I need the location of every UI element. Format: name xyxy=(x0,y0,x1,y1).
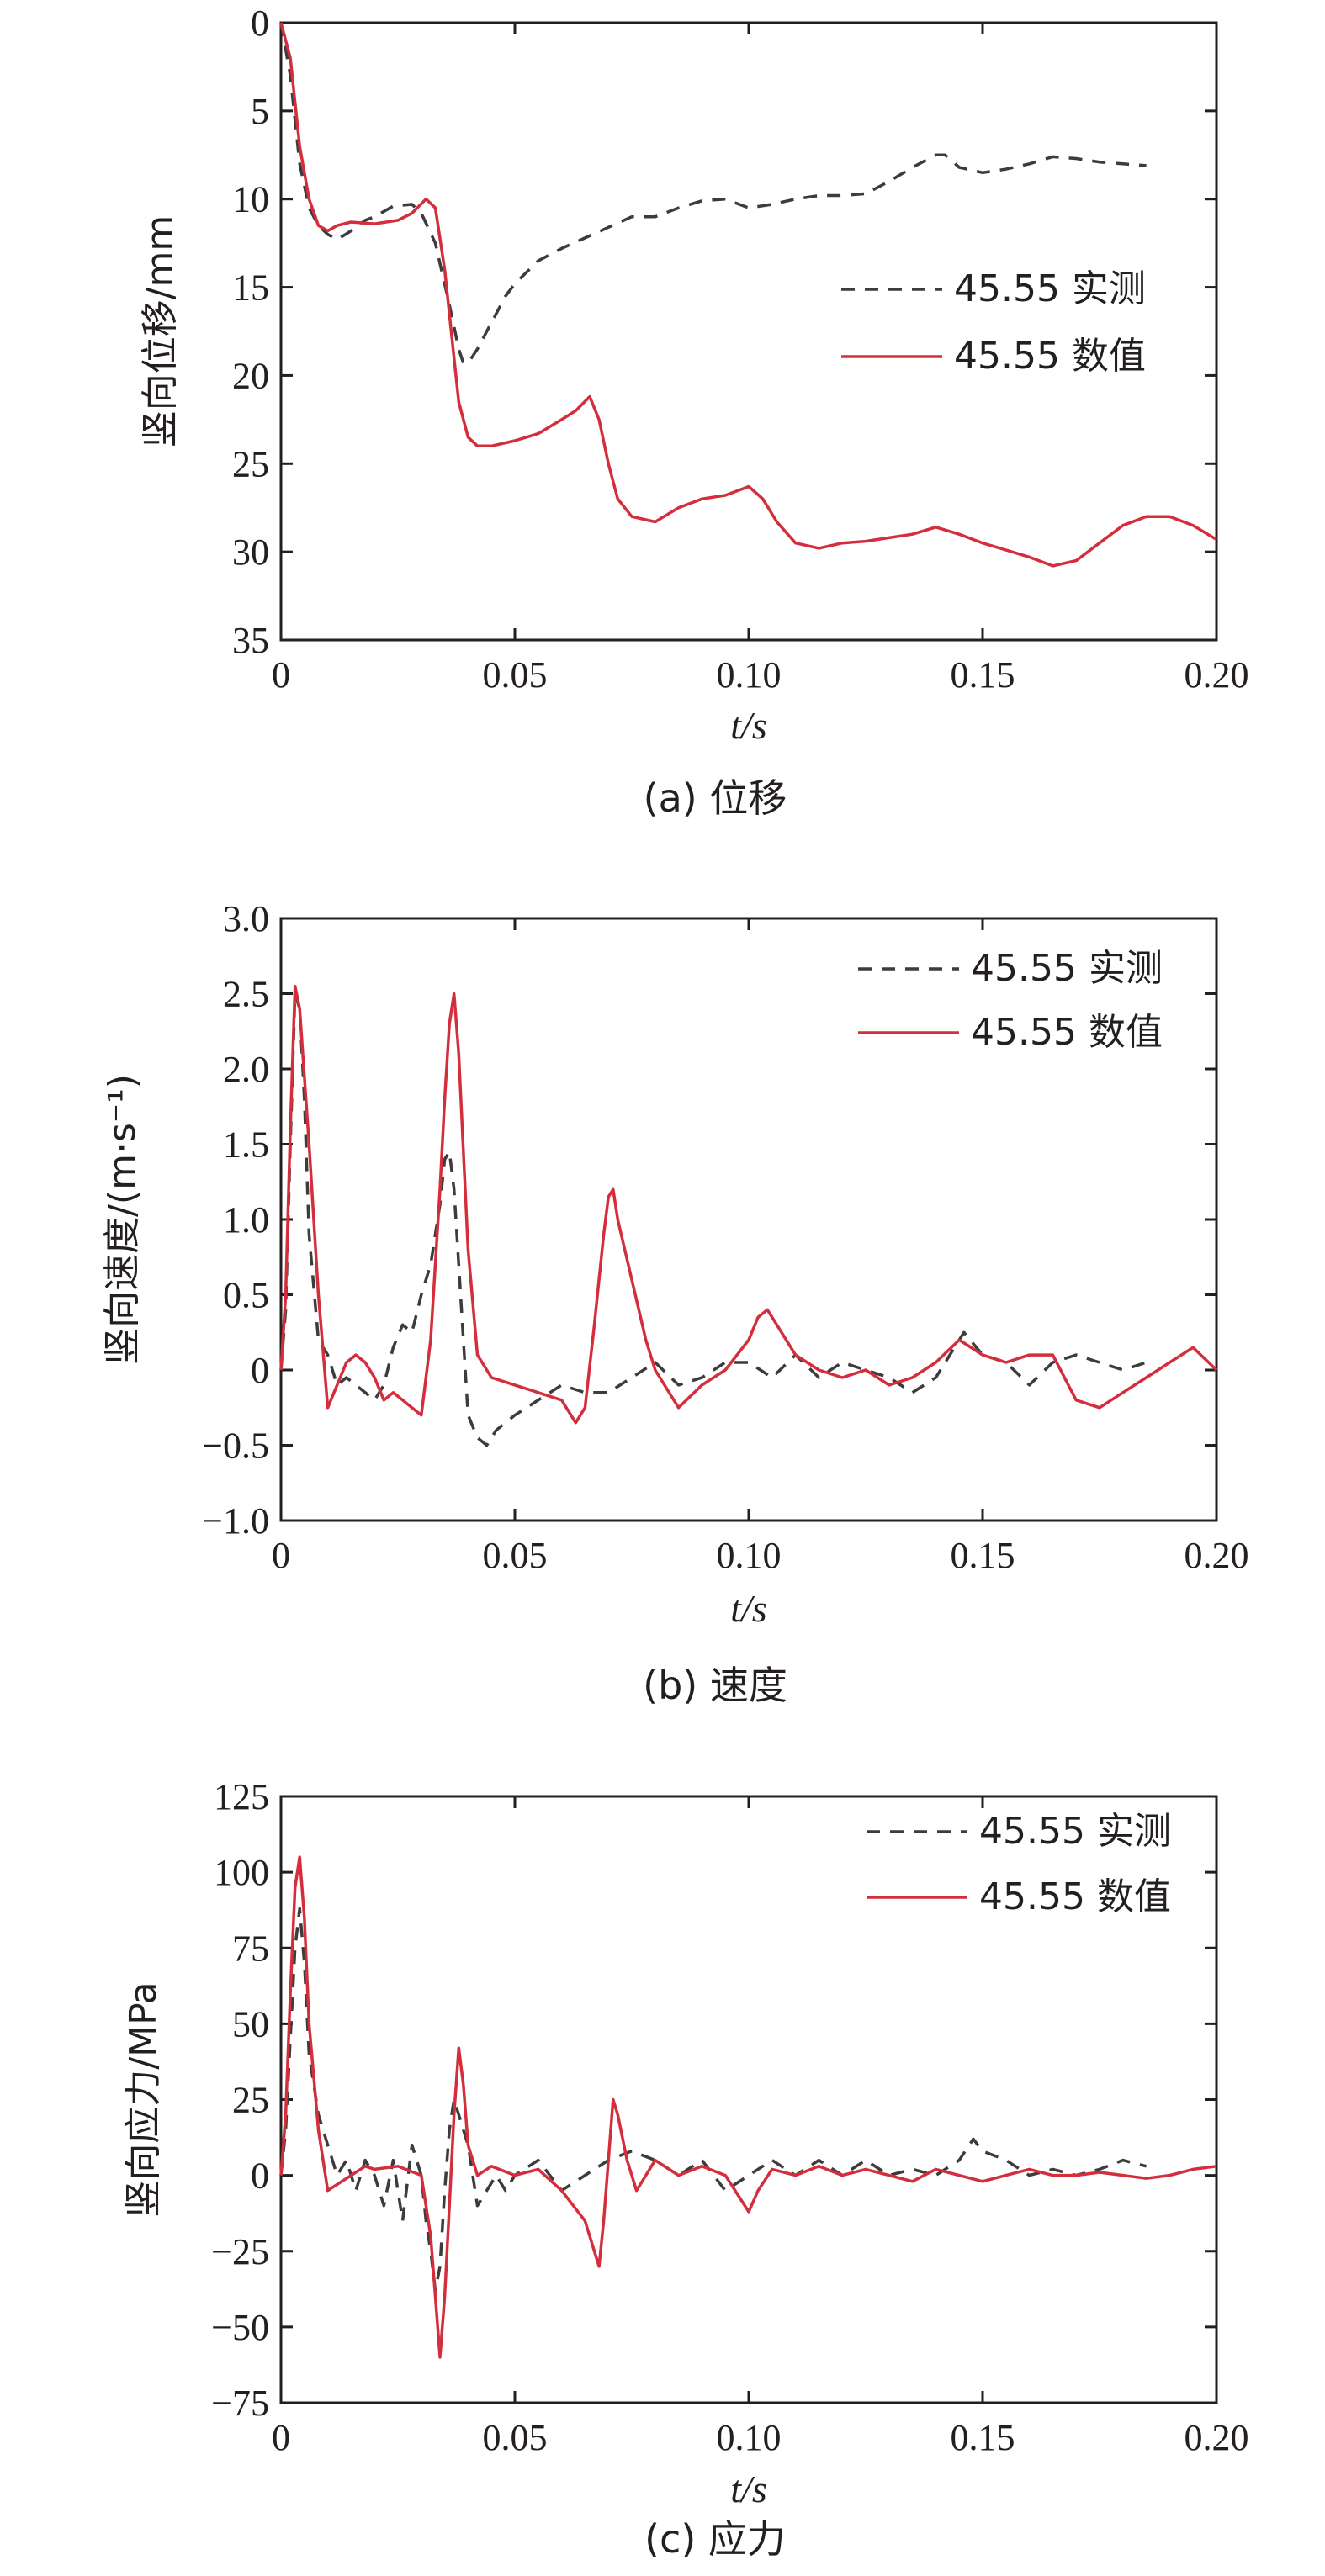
x-tick-label: 0 xyxy=(272,2417,290,2458)
y-tick-label: −25 xyxy=(211,2231,269,2272)
series-line-measured xyxy=(279,22,1147,365)
y-tick-label: 75 xyxy=(232,1928,269,1969)
y-tick-label: 5 xyxy=(251,91,269,132)
y-tick-label: 50 xyxy=(232,2003,269,2044)
x-tick-label: 0 xyxy=(272,1535,290,1576)
x-tick-label: 0.20 xyxy=(1185,2417,1249,2458)
chart-stress: 0 0.05 0.10 0.15 0.20 −75 −50 −25 0 25 50 75 100 125 t… xyxy=(122,1776,1249,2562)
chart-velocity: 0 0.05 0.10 0.15 0.20 −1.0 −0.5 0 0.5 1.0 1.5 2.0 2.… xyxy=(101,898,1249,1708)
legend-label: 45.55 实测 xyxy=(979,1810,1171,1853)
y-tick-label: 20 xyxy=(232,355,269,396)
series-line-numerical xyxy=(279,22,1217,568)
y-tick-label: −0.5 xyxy=(202,1426,269,1467)
y-tick-label: 3.0 xyxy=(223,898,269,939)
y-tick-label: 1.0 xyxy=(223,1199,269,1240)
y-tick-label: 25 xyxy=(232,443,269,484)
y-axis-label: 竖向应力/MPa xyxy=(122,1981,165,2217)
x-tick-label: 0.15 xyxy=(951,654,1015,696)
plot-frame xyxy=(279,21,1218,642)
y-tick-label: 0.5 xyxy=(223,1275,269,1316)
y-tick-label: 2.5 xyxy=(223,974,269,1015)
series-line-numerical xyxy=(279,984,1218,1425)
x-tick-label: 0.15 xyxy=(951,2417,1015,2458)
y-tick-label: 2.0 xyxy=(223,1049,269,1090)
y-tick-label: 125 xyxy=(214,1776,269,1817)
x-axis-label: t/s xyxy=(730,704,766,747)
series-line-measured xyxy=(279,992,1147,1447)
y-axis-label: 竖向速度/(m·s⁻¹) xyxy=(101,1074,144,1365)
figure-caption: (c) 应力 xyxy=(644,2516,786,2562)
x-tick-label: 0.05 xyxy=(483,1535,548,1576)
figure-caption: (b) 速度 xyxy=(643,1663,787,1708)
y-tick-label: 15 xyxy=(232,267,269,309)
y-tick-label: 1.5 xyxy=(223,1124,269,1166)
x-tick-label: 0.05 xyxy=(483,654,548,696)
legend-label: 45.55 实测 xyxy=(954,267,1146,310)
y-tick-label: 35 xyxy=(232,620,269,661)
x-tick-label: 0.10 xyxy=(717,1535,782,1576)
y-tick-label: 10 xyxy=(232,179,269,220)
y-axis-label: 竖向位移/mm xyxy=(139,215,182,448)
x-axis-label: t/s xyxy=(730,2468,766,2510)
legend-label: 45.55 数值 xyxy=(971,1011,1163,1054)
x-axis-label: t/s xyxy=(730,1587,766,1630)
chart-displacement: 0 0.05 0.10 0.15 0.20 0 5 10 15 20 25 30 35 t/s 竖向位移/m… xyxy=(139,3,1249,821)
y-tick-label: 100 xyxy=(214,1852,269,1893)
figure-caption: (a) 位移 xyxy=(644,775,787,821)
plot-frame xyxy=(279,917,1218,1522)
series-line-numerical xyxy=(279,1855,1217,2359)
legend-label: 45.55 数值 xyxy=(954,335,1146,378)
y-tick-label: −75 xyxy=(211,2383,269,2424)
x-tick-label: 0.05 xyxy=(483,2417,548,2458)
x-tick-label: 0.10 xyxy=(717,654,782,696)
x-tick-label: 0.20 xyxy=(1185,1535,1249,1576)
series-line-measured xyxy=(279,1907,1147,2293)
y-tick-label: 30 xyxy=(232,532,269,573)
legend-label: 45.55 实测 xyxy=(971,947,1163,990)
x-tick-label: 0.20 xyxy=(1185,654,1249,696)
y-tick-label: 0 xyxy=(251,3,269,44)
legend-label: 45.55 数值 xyxy=(979,1875,1171,1918)
y-tick-label: 25 xyxy=(232,2080,269,2121)
y-tick-label: 0 xyxy=(251,2155,269,2197)
x-tick-label: 0 xyxy=(272,654,290,696)
x-tick-label: 0.15 xyxy=(951,1535,1015,1576)
y-tick-label: −50 xyxy=(211,2307,269,2348)
x-tick-label: 0.10 xyxy=(717,2417,782,2458)
y-tick-label: −1.0 xyxy=(202,1500,269,1542)
y-tick-label: 0 xyxy=(251,1350,269,1391)
